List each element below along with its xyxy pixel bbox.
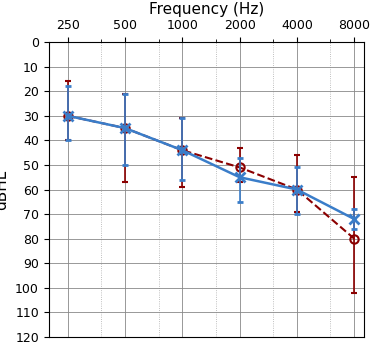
X-axis label: Frequency (Hz): Frequency (Hz) xyxy=(148,2,264,17)
Y-axis label: dBHL: dBHL xyxy=(0,170,10,210)
